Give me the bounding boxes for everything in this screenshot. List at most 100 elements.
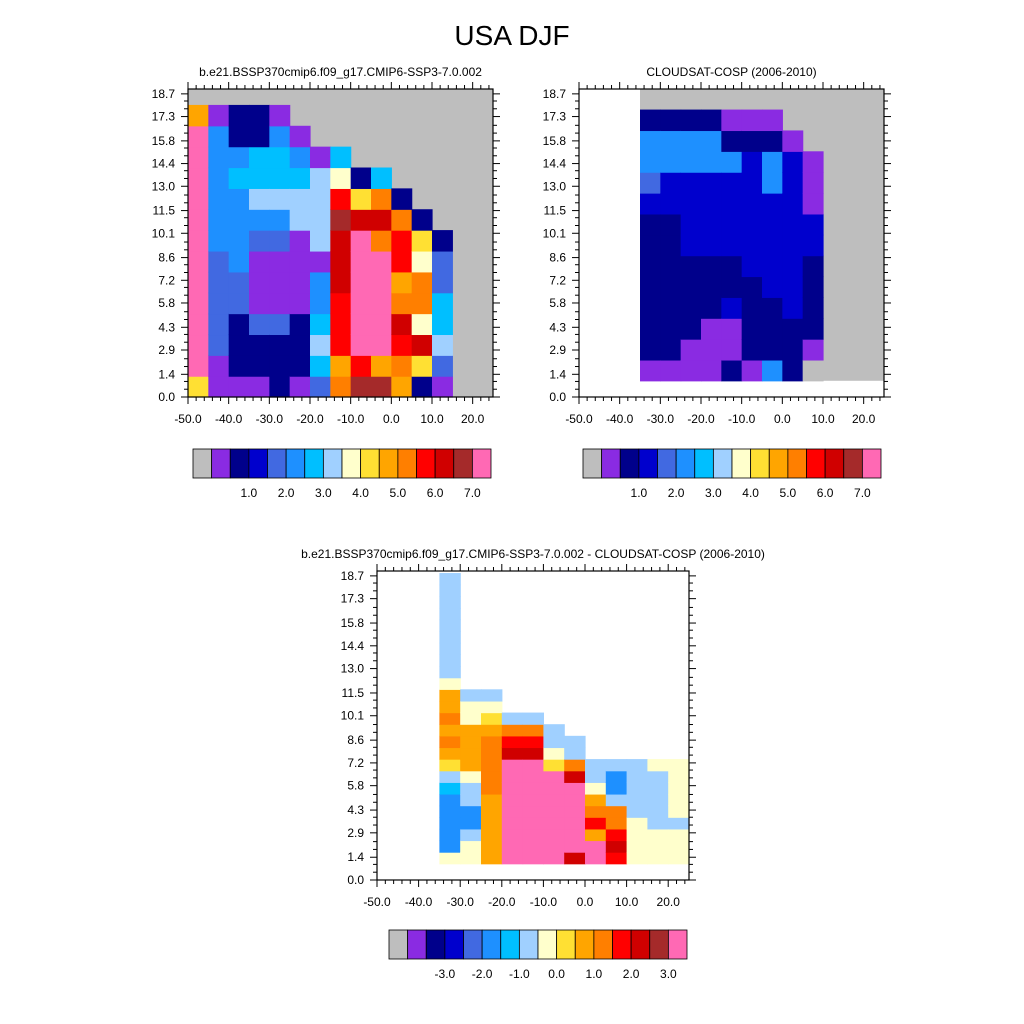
heatmap-cell (762, 255, 783, 278)
heatmap-cell (721, 172, 743, 194)
y-tick-label: 13.0 (543, 179, 567, 193)
heatmap-cell (188, 292, 209, 315)
heatmap-cell (249, 292, 270, 315)
heatmap-cell (782, 193, 804, 215)
heatmap-cell (228, 125, 250, 148)
heatmap-cell (481, 828, 503, 842)
heatmap-cell (411, 209, 433, 231)
heatmap-cell (439, 584, 461, 597)
panel-1: b.e21.BSSP370cmip6.f09_g17.CMIP6-SSP3-7.… (152, 65, 500, 500)
panel-title: b.e21.BSSP370cmip6.f09_g17.CMIP6-SSP3-7.… (301, 547, 765, 561)
heatmap-cell (269, 250, 291, 273)
heatmap-cell (439, 700, 461, 714)
heatmap-cell (680, 109, 702, 132)
heatmap-cell (701, 130, 722, 152)
x-tick-label: 20.0 (461, 412, 485, 426)
heatmap-cell (439, 619, 461, 632)
colorbar-label: 2.0 (623, 967, 640, 981)
colorbar-box (407, 929, 427, 960)
heatmap-cell (647, 805, 669, 818)
heatmap-cell (249, 313, 270, 336)
heatmap-cell (647, 828, 669, 842)
heatmap-cell (391, 313, 413, 336)
heatmap-cell (802, 255, 824, 278)
x-tick-label: 20.0 (852, 412, 876, 426)
heatmap-cell (802, 276, 824, 298)
y-tick-label: 10.1 (341, 709, 365, 723)
colorbar-box (500, 929, 520, 960)
heatmap-cell (432, 230, 453, 252)
colorbar-box (750, 448, 770, 479)
y-tick-label: 18.7 (341, 569, 365, 583)
heatmap-cell (782, 255, 804, 278)
y-tick-label: 4.3 (347, 803, 364, 817)
heatmap-cell (564, 793, 586, 807)
y-tick-label: 7.2 (347, 756, 364, 770)
heatmap-cell (501, 759, 524, 772)
x-tick-label: 0.0 (774, 412, 791, 426)
heatmap-cell (701, 339, 722, 361)
y-tick-label: 0.0 (158, 390, 175, 404)
y-tick-label: 8.6 (347, 733, 364, 747)
heatmap-cell (439, 666, 461, 679)
heatmap-cell (501, 735, 524, 749)
heatmap-cell (782, 234, 804, 257)
colorbar-label: 2.0 (278, 486, 295, 500)
y-tick-label: 8.6 (549, 251, 566, 265)
heatmap-cell (439, 747, 461, 760)
heatmap-cell (439, 805, 461, 818)
heatmap-cell (460, 759, 482, 772)
heatmap-cell (701, 297, 722, 319)
heatmap-cell (668, 828, 690, 842)
x-tick-label: -50.0 (565, 412, 593, 426)
heatmap-cell (721, 151, 743, 173)
heatmap-cell (585, 759, 607, 772)
heatmap-cell (269, 271, 291, 294)
y-tick-label: 4.3 (158, 320, 175, 334)
heatmap-cell (269, 188, 291, 210)
colorbar-box (824, 448, 845, 479)
y-tick-label: 2.9 (549, 343, 566, 357)
heatmap-cell (522, 724, 544, 737)
heatmap-cell (460, 817, 482, 830)
heatmap-cell (701, 151, 722, 173)
colorbar-label: 3.0 (660, 967, 677, 981)
heatmap-cell (249, 209, 270, 231)
heatmap-cell (249, 230, 270, 252)
panel-title: CLOUDSAT-COSP (2006-2010) (646, 65, 816, 79)
heatmap-cell (668, 759, 690, 772)
heatmap-cell (564, 817, 586, 830)
heatmap-cell (640, 172, 661, 194)
y-tick-label: 11.5 (342, 686, 365, 700)
heatmap-cell (640, 318, 661, 340)
heatmap-cell (668, 852, 690, 865)
heatmap-cell (439, 852, 461, 865)
colorbar-box (192, 448, 213, 479)
heatmap-cell (543, 735, 565, 749)
heatmap-cell (439, 793, 461, 807)
heatmap-cell (802, 297, 824, 319)
colorbar-box (731, 448, 752, 479)
y-tick-label: 15.8 (341, 616, 365, 630)
heatmap-cell (640, 193, 661, 215)
heatmap-cell (647, 782, 669, 795)
heatmap-cell (411, 230, 433, 252)
y-tick-label: 2.9 (347, 826, 364, 840)
colorbar-box (248, 448, 268, 479)
heatmap-cell (680, 318, 702, 340)
heatmap-cell (481, 759, 503, 772)
heatmap-cell (501, 817, 524, 830)
heatmap-cell (721, 109, 743, 132)
y-tick-label: 10.1 (543, 226, 567, 240)
heatmap-cell (782, 172, 804, 194)
heatmap-cell (289, 271, 311, 294)
heatmap-cell (762, 151, 783, 173)
heatmap-cell (762, 213, 783, 236)
x-tick-label: -40.0 (606, 412, 634, 426)
heatmap-cell (782, 339, 804, 361)
colorbar-label: 0.0 (548, 967, 565, 981)
heatmap-cell (762, 297, 783, 319)
heatmap-cell (481, 770, 503, 783)
plot-frame (187, 88, 494, 398)
heatmap-cell (411, 250, 433, 273)
